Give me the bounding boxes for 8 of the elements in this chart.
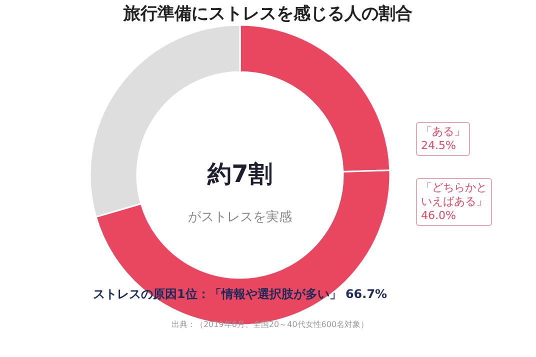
data-label: 24.5% <box>421 139 457 153</box>
data-label: 46.0% <box>421 209 457 223</box>
text: ストレスの原因1位：「情報や選択肢が多い」 66.7% <box>92 287 388 301</box>
slice-label: 「ある」 <box>421 125 465 139</box>
text: がストレスを実感 <box>188 209 292 225</box>
chart-title: 旅行準備にストレスを感じる人の割合 <box>122 4 412 24</box>
slice-label: 「どちらかといえばある」 <box>421 181 487 209</box>
text: 約7割 <box>206 160 272 188</box>
